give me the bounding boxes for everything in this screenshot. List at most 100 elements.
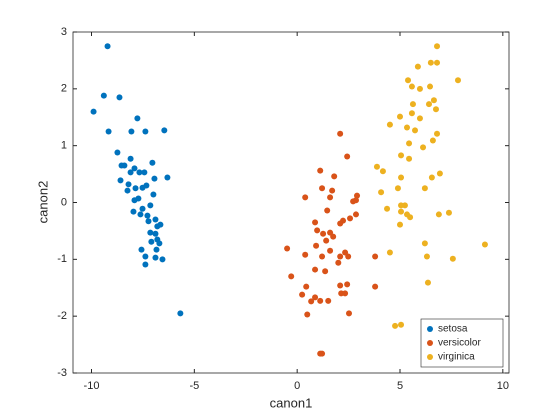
point [147, 202, 154, 209]
point [131, 165, 138, 172]
x-tick-label: 0 [294, 380, 300, 392]
point [421, 185, 428, 192]
point [425, 101, 432, 108]
point [378, 189, 385, 196]
point [100, 92, 107, 99]
point [145, 218, 152, 225]
point [149, 159, 156, 166]
point [152, 254, 159, 261]
point [302, 251, 309, 258]
point [327, 247, 334, 254]
point [124, 187, 131, 194]
point [449, 255, 456, 262]
point [435, 211, 442, 218]
point [398, 152, 405, 159]
point [342, 290, 349, 297]
point [117, 177, 124, 184]
point [132, 185, 139, 192]
point [159, 256, 166, 263]
point [325, 297, 332, 304]
point [398, 208, 405, 215]
point [394, 185, 401, 192]
point [139, 205, 146, 212]
plot-area [73, 32, 509, 373]
point [481, 241, 488, 248]
x-tick-label: -5 [189, 380, 199, 392]
point [414, 63, 421, 70]
point [288, 273, 295, 280]
point [147, 229, 154, 236]
point [161, 127, 168, 134]
point [177, 310, 184, 317]
point [156, 240, 163, 247]
point [337, 282, 344, 289]
point [392, 322, 399, 329]
y-axis-label: canon2 [35, 181, 50, 224]
point [436, 170, 443, 177]
point [344, 281, 351, 288]
legend-box [420, 318, 504, 368]
point [454, 77, 461, 84]
point [347, 215, 354, 222]
y-tick-label: 0 [61, 196, 67, 208]
point [135, 195, 142, 202]
point [151, 175, 158, 182]
legend-marker [427, 340, 433, 346]
point [308, 298, 315, 305]
x-tick-label: 10 [497, 380, 509, 392]
point [331, 173, 338, 180]
point [337, 130, 344, 137]
point [322, 268, 329, 275]
point [420, 144, 427, 151]
point [312, 294, 319, 301]
point [406, 155, 413, 162]
y-tick-label: -2 [57, 310, 67, 322]
point [337, 253, 344, 260]
point [434, 130, 441, 137]
point [372, 253, 379, 260]
point [152, 230, 159, 237]
point [428, 174, 435, 181]
point [329, 187, 336, 194]
legend-label: versicolor [438, 338, 481, 349]
point [424, 279, 431, 286]
point [150, 191, 157, 198]
point [314, 227, 321, 234]
point [303, 283, 310, 290]
point [142, 261, 149, 268]
point [105, 128, 112, 135]
x-axis-label: canon1 [270, 395, 313, 410]
point [384, 205, 391, 212]
point [284, 245, 291, 252]
y-tick-label: 1 [61, 140, 67, 152]
point [345, 310, 352, 317]
point [317, 167, 324, 174]
point [405, 77, 412, 84]
point [386, 249, 393, 256]
point [408, 83, 415, 90]
point [164, 174, 171, 181]
point [342, 249, 349, 256]
point [427, 59, 434, 66]
point [352, 197, 359, 204]
point [354, 192, 361, 199]
legend: setosa versicolor virginica [420, 318, 504, 368]
point [90, 108, 97, 115]
point [114, 149, 121, 156]
point [127, 155, 134, 162]
point [409, 101, 416, 108]
point [320, 230, 327, 237]
point [416, 115, 423, 122]
point [335, 259, 342, 266]
point [144, 212, 151, 219]
point [397, 221, 403, 228]
point [157, 221, 164, 228]
point [373, 163, 380, 170]
point [398, 321, 405, 328]
point [406, 140, 413, 147]
point [323, 237, 330, 244]
point [141, 169, 148, 176]
y-tick-label: -3 [57, 367, 67, 379]
